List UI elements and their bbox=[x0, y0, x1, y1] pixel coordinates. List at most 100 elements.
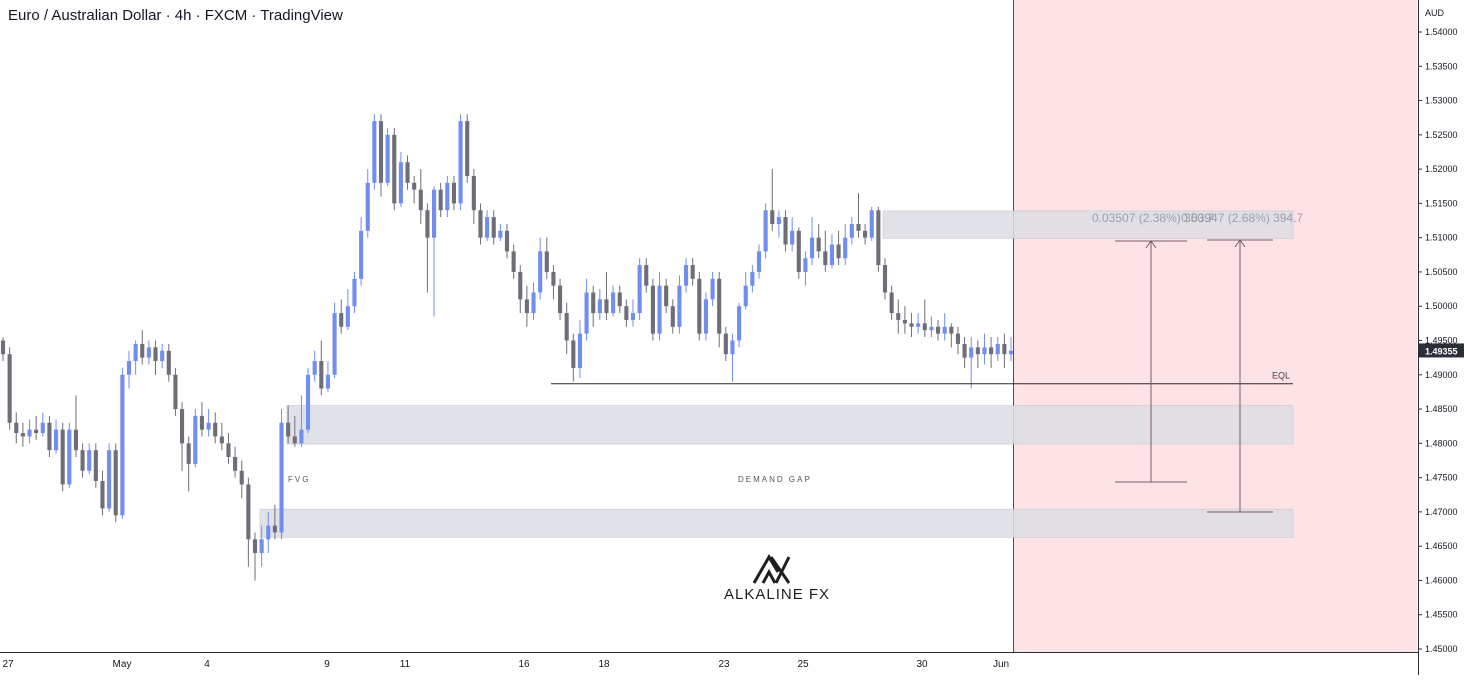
chart-title: Euro / Australian Dollar · 4h · FXCM · T… bbox=[8, 7, 343, 24]
price-tick-label: 1.50500 bbox=[1425, 267, 1458, 277]
eql-label: EQL bbox=[1272, 371, 1290, 381]
future-region bbox=[1013, 0, 1417, 652]
candle bbox=[929, 316, 934, 338]
candle bbox=[246, 477, 251, 567]
candle-body bbox=[962, 343, 967, 358]
candle-body bbox=[776, 217, 781, 224]
candle bbox=[743, 271, 748, 310]
candle bbox=[763, 203, 768, 259]
candle-body bbox=[849, 223, 854, 238]
candle-body bbox=[664, 285, 669, 307]
candle-body bbox=[584, 292, 589, 334]
candle bbox=[412, 175, 417, 204]
candle-body bbox=[365, 182, 370, 231]
supply-zone[interactable] bbox=[882, 210, 1294, 239]
candle-body bbox=[916, 323, 921, 327]
candle-body bbox=[153, 347, 158, 362]
candle bbox=[485, 210, 490, 242]
candle bbox=[458, 114, 463, 211]
candle-body bbox=[140, 343, 145, 358]
demand-gap-zone[interactable] bbox=[259, 508, 1294, 538]
price-tick-label: 1.45500 bbox=[1425, 610, 1458, 620]
candle bbox=[40, 412, 45, 437]
candle bbox=[7, 347, 12, 430]
candle bbox=[717, 271, 722, 348]
candle bbox=[193, 409, 198, 468]
candle bbox=[173, 367, 178, 416]
price-tick-label: 1.45000 bbox=[1425, 644, 1458, 654]
candle-body bbox=[206, 422, 211, 430]
candle-body bbox=[796, 230, 801, 272]
candle-body bbox=[471, 175, 476, 211]
candle-body bbox=[312, 361, 317, 375]
candle-body bbox=[783, 217, 788, 245]
candle-body bbox=[272, 525, 277, 533]
candle bbox=[975, 340, 980, 368]
measure-tool-1-arrowhead bbox=[1145, 240, 1157, 249]
candle bbox=[723, 326, 728, 362]
candle-body bbox=[690, 265, 695, 279]
measure-tool-2-arrowhead bbox=[1234, 239, 1246, 248]
candle bbox=[531, 282, 536, 320]
candle-body bbox=[458, 121, 463, 204]
candle bbox=[863, 223, 868, 245]
measure-tool-1-label: 0.03507 (2.38%) 350.7 bbox=[1092, 211, 1214, 225]
price-tick-label: 1.48500 bbox=[1425, 404, 1458, 414]
candle-body bbox=[630, 313, 636, 320]
candle-body bbox=[126, 361, 132, 375]
candle bbox=[332, 302, 337, 379]
candle bbox=[876, 206, 881, 272]
candle-body bbox=[173, 374, 178, 410]
candle bbox=[405, 155, 410, 190]
candle bbox=[538, 237, 543, 300]
candle-body bbox=[332, 313, 337, 375]
candle-body bbox=[518, 271, 523, 300]
candle-body bbox=[7, 354, 12, 423]
candle bbox=[783, 210, 788, 252]
candle bbox=[34, 415, 39, 440]
candle bbox=[80, 443, 85, 478]
candle-body bbox=[405, 162, 410, 183]
measure-tool-2[interactable]: 0.03947 (2.68%) 394.7 bbox=[1181, 211, 1303, 513]
candle bbox=[644, 258, 649, 293]
candle bbox=[942, 313, 947, 341]
measure-tool-1[interactable]: 0.03507 (2.38%) 350.7 bbox=[1092, 211, 1214, 483]
candle bbox=[922, 299, 927, 338]
candle-body bbox=[902, 319, 907, 324]
candle-body bbox=[431, 189, 437, 238]
candle-body bbox=[1008, 350, 1014, 355]
candle-body bbox=[186, 443, 191, 464]
candle bbox=[756, 244, 762, 279]
candle-body bbox=[40, 422, 45, 434]
time-tick-label: 27 bbox=[2, 659, 14, 670]
candle-body bbox=[611, 292, 616, 314]
candle bbox=[730, 333, 735, 382]
candle bbox=[1002, 333, 1007, 368]
candle bbox=[849, 217, 854, 245]
candle-body bbox=[438, 189, 443, 211]
price-tick-label: 1.48000 bbox=[1425, 438, 1458, 448]
candle-body bbox=[975, 347, 980, 355]
candle-body bbox=[843, 237, 848, 259]
candle bbox=[179, 402, 185, 471]
candle-body bbox=[544, 251, 549, 272]
candle bbox=[286, 405, 291, 444]
candle-body bbox=[982, 347, 987, 355]
candle-body bbox=[889, 292, 894, 314]
fvg-zone[interactable] bbox=[286, 405, 1294, 445]
price-tick-label: 1.46000 bbox=[1425, 575, 1458, 585]
candle-body bbox=[239, 470, 244, 485]
candle bbox=[120, 367, 125, 519]
candle-body bbox=[14, 422, 19, 434]
candle bbox=[352, 271, 357, 314]
candle-body bbox=[359, 230, 364, 279]
candle-body bbox=[372, 121, 377, 183]
candle bbox=[392, 127, 397, 211]
candle bbox=[491, 210, 496, 245]
candle-body bbox=[53, 429, 59, 451]
candle-body bbox=[107, 450, 112, 509]
candle-body bbox=[305, 374, 311, 430]
candle bbox=[856, 193, 861, 238]
